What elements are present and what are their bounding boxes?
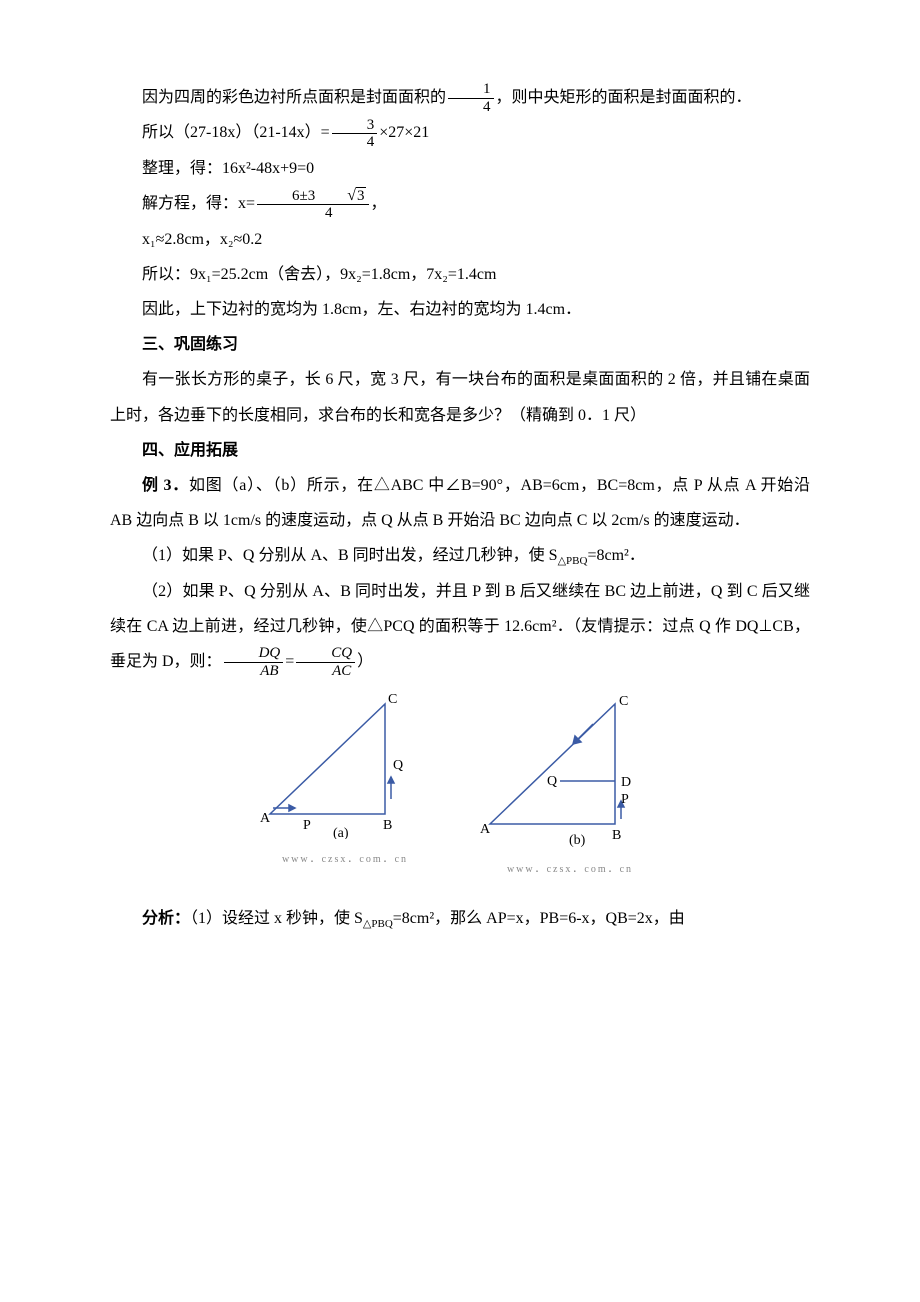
para-12: 分析：（1）设经过 x 秒钟，使 S△PBQ=8cm²，那么 AP=x，PB=6… bbox=[110, 901, 810, 936]
heading-3: 三、巩固练习 bbox=[110, 327, 810, 362]
para-7: 因此，上下边衬的宽均为 1.8cm，左、右边衬的宽均为 1.4cm． bbox=[110, 292, 810, 327]
para-6: 所以：9x₁=25.2cm（舍去），9x₂=1.8cm，7x₂=1.4cm bbox=[110, 257, 810, 292]
p1-text-a: 因为四周的彩色边衬所点面积是封面面积的 bbox=[142, 89, 446, 106]
p1-text-b: ，则中央矩形的面积是封面面积的． bbox=[496, 89, 752, 106]
sqrt-3-icon: 3 bbox=[315, 187, 365, 205]
p12-text-b: =8cm²，那么 AP=x，PB=6-x，QB=2x，由 bbox=[393, 910, 685, 927]
svg-text:(b): (b) bbox=[569, 833, 586, 848]
watermark-a: www．czsx．com．cn bbox=[255, 849, 435, 871]
para-1: 因为四周的彩色边衬所点面积是封面面积的14，则中央矩形的面积是封面面积的． bbox=[110, 80, 810, 115]
heading-4: 四、应用拓展 bbox=[110, 433, 810, 468]
svg-text:D: D bbox=[621, 775, 631, 790]
triangle-a-icon: A B C P Q (a) bbox=[255, 689, 435, 839]
svg-text:P: P bbox=[621, 792, 629, 807]
p10-text-a: （1）如果 P、Q 分别从 A、B 同时出发，经过几秒钟，使 S bbox=[142, 547, 558, 564]
para-8: 有一张长方形的桌子，长 6 尺，宽 3 尺，有一块台布的面积是桌面面积的 2 倍… bbox=[110, 362, 810, 432]
para-11: （2）如果 P、Q 分别从 A、B 同时出发，并且 P 到 B 后又继续在 BC… bbox=[110, 574, 810, 680]
p4-text-a: 解方程，得：x= bbox=[142, 195, 255, 212]
p4-text-b: ， bbox=[371, 195, 387, 212]
triangle-b-icon: A B C Q D P (b) bbox=[475, 689, 665, 849]
p10-text-b: =8cm²． bbox=[587, 547, 644, 564]
frac-cq-ac: CQAC bbox=[296, 645, 355, 679]
para-9: 例 3．如图（a）、（b）所示，在△ABC 中∠B=90°，AB=6cm，BC=… bbox=[110, 468, 810, 538]
svg-text:C: C bbox=[388, 692, 397, 707]
para-2: 所以（27-18x）（21-14x）=34×27×21 bbox=[110, 115, 810, 150]
figure-b: A B C Q D P (b) www．czsx．com．cn bbox=[475, 689, 665, 880]
para-10: （1）如果 P、Q 分别从 A、B 同时出发，经过几秒钟，使 S△PBQ=8cm… bbox=[110, 538, 810, 573]
p2-text-b: ×27×21 bbox=[379, 124, 429, 141]
svg-text:B: B bbox=[612, 828, 621, 843]
page: 因为四周的彩色边衬所点面积是封面面积的14，则中央矩形的面积是封面面积的． 所以… bbox=[0, 0, 920, 1302]
figure-a: A B C P Q (a) www．czsx．com．cn bbox=[255, 689, 435, 880]
svg-text:B: B bbox=[383, 818, 392, 833]
p11-eq: = bbox=[285, 653, 294, 670]
para-4: 解方程，得：x=6±334， bbox=[110, 186, 810, 222]
p10-sub: △PBQ bbox=[558, 556, 588, 568]
frac-3-4: 34 bbox=[332, 117, 378, 151]
frac-sol: 6±334 bbox=[257, 187, 369, 222]
p11-text-a: （2）如果 P、Q 分别从 A、B 同时出发，并且 P 到 B 后又继续在 BC… bbox=[110, 583, 810, 670]
svg-text:Q: Q bbox=[393, 758, 403, 773]
figure-row: A B C P Q (a) www．czsx．com．cn bbox=[110, 689, 810, 880]
para-3: 整理，得：16x²-48x+9=0 bbox=[110, 151, 810, 186]
svg-text:P: P bbox=[303, 818, 311, 833]
p12-text-a: （1）设经过 x 秒钟，使 S bbox=[190, 910, 363, 927]
svg-text:A: A bbox=[480, 822, 491, 837]
p2-text-a: 所以（27-18x）（21-14x）= bbox=[142, 124, 330, 141]
svg-text:A: A bbox=[260, 811, 271, 826]
frac-dq-ab: DQAB bbox=[224, 645, 284, 679]
p12-sub: △PBQ bbox=[363, 918, 393, 930]
para-5: x₁≈2.8cm，x₂≈0.2 bbox=[110, 222, 810, 257]
frac-1-4: 14 bbox=[448, 81, 494, 115]
watermark-b: www．czsx．com．cn bbox=[475, 859, 665, 881]
svg-text:Q: Q bbox=[547, 774, 557, 789]
example-3-label: 例 3． bbox=[142, 477, 189, 494]
p11-text-b: ） bbox=[357, 653, 373, 670]
svg-text:(a): (a) bbox=[333, 826, 349, 839]
svg-text:C: C bbox=[619, 694, 628, 709]
analysis-label: 分析： bbox=[142, 910, 190, 927]
p9-text: 如图（a）、（b）所示，在△ABC 中∠B=90°，AB=6cm，BC=8cm，… bbox=[110, 477, 810, 529]
